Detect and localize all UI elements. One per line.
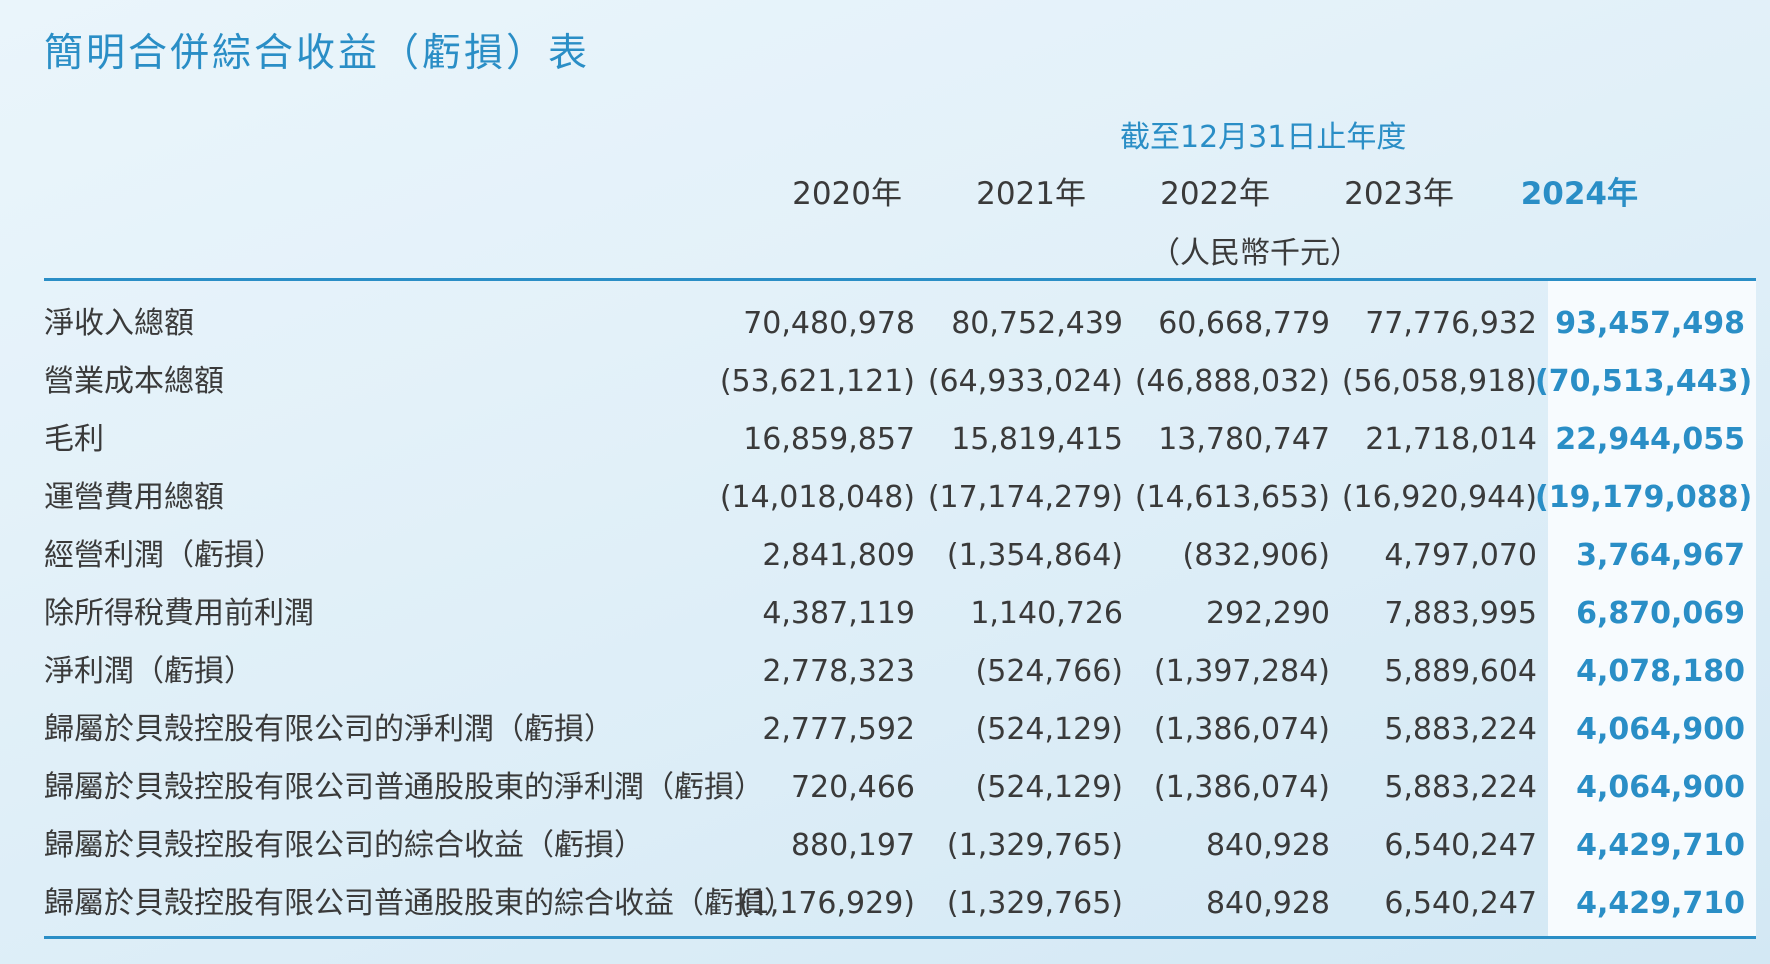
table-row: 除所得稅費用前利潤 4,387,119 1,140,726 292,290 7,883,… — [0, 585, 1770, 643]
cell-value: 2,841,809 — [762, 538, 915, 573]
cell-value: (832,906) — [1182, 538, 1330, 573]
period-label: 截至12月31日止年度 — [1120, 120, 1407, 155]
cell-value: (14,018,048) — [719, 480, 915, 515]
cell-value: (64,933,024) — [927, 364, 1123, 399]
cell-value: 5,883,224 — [1384, 712, 1537, 747]
cell-value: (14,613,653) — [1134, 480, 1330, 515]
cell-value: 16,859,857 — [743, 422, 915, 457]
cell-value: 292,290 — [1205, 596, 1330, 631]
cell-value: (19,179,088) — [1535, 480, 1753, 515]
cell-value: 80,752,439 — [951, 306, 1123, 341]
cell-value: 21,718,014 — [1365, 422, 1537, 457]
cell-value: (1,354,864) — [946, 538, 1123, 573]
cell-value: (1,386,074) — [1153, 712, 1330, 747]
cell-value: 13,780,747 — [1158, 422, 1330, 457]
cell-value: 6,540,247 — [1384, 886, 1537, 921]
cell-value: 840,928 — [1205, 886, 1330, 921]
cell-value: 4,797,070 — [1384, 538, 1537, 573]
year-header-2022: 2022年 — [1160, 176, 1270, 212]
row-label: 歸屬於貝殼控股有限公司的綜合收益（虧損） — [44, 828, 644, 863]
cell-value: 4,429,710 — [1576, 886, 1745, 921]
cell-value: 4,429,710 — [1576, 828, 1745, 863]
cell-value: 93,457,498 — [1555, 306, 1745, 341]
highlight-column-2024 — [1548, 281, 1756, 936]
cell-value: 3,764,967 — [1576, 538, 1745, 573]
table-row: 營業成本總額 (53,621,121) (64,933,024) (46,888,03… — [0, 353, 1770, 411]
cell-value: 60,668,779 — [1158, 306, 1330, 341]
cell-value: 840,928 — [1205, 828, 1330, 863]
cell-value: 70,480,978 — [743, 306, 915, 341]
cell-value: 6,540,247 — [1384, 828, 1537, 863]
cell-value: (1,329,765) — [946, 886, 1123, 921]
cell-value: 1,140,726 — [970, 596, 1123, 631]
table-bottom-rule — [44, 936, 1756, 939]
row-label: 經營利潤（虧損） — [44, 538, 284, 573]
cell-value: 15,819,415 — [951, 422, 1123, 457]
cell-value: (16,920,944) — [1341, 480, 1537, 515]
table-row: 淨收入總額 70,480,978 80,752,439 60,668,779 77,77… — [0, 295, 1770, 353]
cell-value: 6,870,069 — [1576, 596, 1745, 631]
cell-value: 5,883,224 — [1384, 770, 1537, 805]
cell-value: 2,777,592 — [762, 712, 915, 747]
cell-value: 77,776,932 — [1365, 306, 1537, 341]
cell-value: (1,176,929) — [738, 886, 915, 921]
cell-value: 4,387,119 — [762, 596, 915, 631]
cell-value: (70,513,443) — [1535, 364, 1753, 399]
cell-value: 4,064,900 — [1576, 770, 1745, 805]
row-label: 營業成本總額 — [44, 364, 224, 399]
cell-value: 4,064,900 — [1576, 712, 1745, 747]
cell-value: 22,944,055 — [1555, 422, 1745, 457]
unit-label: （人民幣千元） — [1150, 236, 1360, 271]
row-label: 歸屬於貝殼控股有限公司的淨利潤（虧損） — [44, 712, 614, 747]
cell-value: (524,766) — [975, 654, 1123, 689]
table-row: 歸屬於貝殼控股有限公司的綜合收益（虧損） 880,197 (1,329,765) 84… — [0, 817, 1770, 875]
cell-value: 880,197 — [790, 828, 915, 863]
year-header-2020: 2020年 — [792, 176, 902, 212]
cell-value: (53,621,121) — [719, 364, 915, 399]
table-row: 淨利潤（虧損） 2,778,323 (524,766) (1,397,284) 5,88… — [0, 643, 1770, 701]
row-label: 歸屬於貝殼控股有限公司普通股股東的綜合收益（虧損） — [44, 886, 794, 921]
year-header-2023: 2023年 — [1344, 176, 1454, 212]
row-label: 歸屬於貝殼控股有限公司普通股股東的淨利潤（虧損） — [44, 770, 764, 805]
table-row: 毛利 16,859,857 15,819,415 13,780,747 21,718,0… — [0, 411, 1770, 469]
cell-value: 2,778,323 — [762, 654, 915, 689]
cell-value: (1,386,074) — [1153, 770, 1330, 805]
cell-value: 5,889,604 — [1384, 654, 1537, 689]
cell-value: (46,888,032) — [1134, 364, 1330, 399]
row-label: 運營費用總額 — [44, 480, 224, 515]
table-top-rule — [44, 278, 1756, 281]
cell-value: 4,078,180 — [1576, 654, 1745, 689]
cell-value: (1,397,284) — [1153, 654, 1330, 689]
table-row: 歸屬於貝殼控股有限公司普通股股東的淨利潤（虧損） 720,466 (524,129)… — [0, 759, 1770, 817]
cell-value: 720,466 — [790, 770, 915, 805]
row-label: 毛利 — [44, 422, 104, 457]
year-header-2021: 2021年 — [976, 176, 1086, 212]
row-label: 除所得稅費用前利潤 — [44, 596, 314, 631]
cell-value: (1,329,765) — [946, 828, 1123, 863]
table-row: 運營費用總額 (14,018,048) (17,174,279) (14,613,65… — [0, 469, 1770, 527]
row-label: 淨利潤（虧損） — [44, 654, 254, 689]
cell-value: (524,129) — [975, 770, 1123, 805]
cell-value: (56,058,918) — [1341, 364, 1537, 399]
table-row: 歸屬於貝殼控股有限公司的淨利潤（虧損） 2,777,592 (524,129) (1,… — [0, 701, 1770, 759]
year-header-2024: 2024年 — [1520, 176, 1638, 212]
table-row: 經營利潤（虧損） 2,841,809 (1,354,864) (832,906) 4,7… — [0, 527, 1770, 585]
row-label: 淨收入總額 — [44, 306, 194, 341]
page-title: 簡明合併綜合收益（虧損）表 — [44, 31, 591, 76]
cell-value: (524,129) — [975, 712, 1123, 747]
cell-value: 7,883,995 — [1384, 596, 1537, 631]
cell-value: (17,174,279) — [927, 480, 1123, 515]
table-row: 歸屬於貝殼控股有限公司普通股股東的綜合收益（虧損） (1,176,929) (1,3… — [0, 875, 1770, 933]
